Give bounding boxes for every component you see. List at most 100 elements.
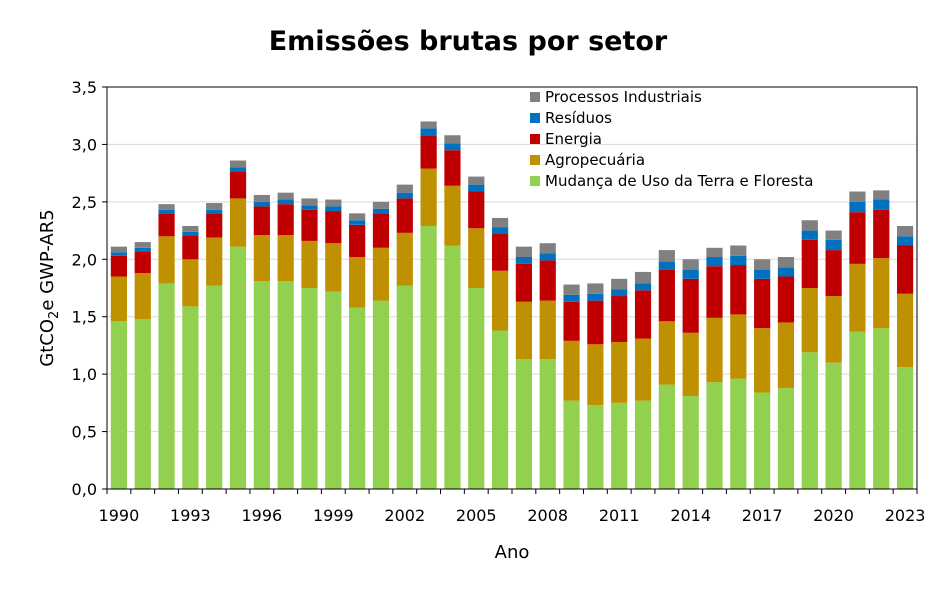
- bar-segment: [896, 225, 914, 237]
- bar-segment: [515, 256, 533, 264]
- bar-segment: [658, 321, 675, 385]
- bar-segment: [158, 204, 175, 210]
- bar-segment: [611, 341, 628, 403]
- bar-segment: [825, 230, 842, 240]
- bar-segment: [277, 199, 294, 205]
- bar-segment: [468, 288, 485, 489]
- bar-segment: [658, 269, 675, 322]
- bar-segment: [372, 300, 390, 489]
- bar-segment: [825, 239, 842, 251]
- x-tick-label: 1990: [99, 506, 140, 525]
- bar-segment: [134, 319, 151, 489]
- bar-segment: [515, 263, 533, 302]
- bar-segment: [634, 290, 652, 339]
- bar-segment: [134, 247, 151, 252]
- bar-segment: [706, 256, 723, 267]
- bar-segment: [730, 378, 747, 489]
- bar-segment: [206, 285, 223, 489]
- bar-segment: [777, 256, 795, 268]
- bar-segment: [396, 285, 413, 489]
- bar-segment: [349, 213, 366, 221]
- bar-segment: [468, 228, 485, 288]
- bar-segment: [801, 220, 818, 231]
- bar-segment: [563, 294, 580, 302]
- bar-segment: [110, 246, 128, 253]
- bar-segment: [611, 296, 628, 342]
- x-tick-label: 1999: [313, 506, 354, 525]
- bar-segment: [349, 220, 366, 225]
- bar-segment: [873, 328, 890, 489]
- bar-segment: [801, 239, 818, 288]
- bar-segment: [587, 405, 604, 489]
- bar-segment: [468, 191, 485, 229]
- bar-segment: [396, 184, 413, 193]
- bar-segment: [706, 317, 723, 383]
- bar-segment: [849, 201, 866, 213]
- bar-segment: [110, 255, 128, 277]
- legend-swatch: [530, 113, 540, 123]
- bar-segment: [587, 300, 604, 345]
- bar-segment: [372, 208, 390, 214]
- bar-segment: [611, 278, 628, 290]
- bar-segment: [253, 201, 270, 207]
- bar-segment: [587, 293, 604, 301]
- x-tick-label: 2002: [384, 506, 425, 525]
- bar-segment: [372, 213, 390, 248]
- bar-segment: [658, 384, 675, 489]
- bar-segment: [563, 400, 580, 489]
- bar-segment: [158, 283, 175, 489]
- bar-segment: [896, 245, 914, 294]
- bar-segment: [754, 269, 771, 279]
- bar-segment: [420, 135, 437, 169]
- bar-segment: [277, 281, 294, 489]
- bar-segment: [253, 206, 270, 236]
- bar-segment: [491, 234, 509, 271]
- bar-segment: [349, 256, 366, 308]
- y-axis-label-sub: 2: [47, 311, 62, 319]
- bar-segment: [754, 392, 771, 489]
- bar-segment: [206, 203, 223, 210]
- y-tick-label: 3,5: [72, 78, 97, 97]
- bar-segment: [849, 331, 866, 489]
- bar-segment: [896, 236, 914, 246]
- bar-segment: [801, 352, 818, 489]
- bar-segment: [777, 267, 795, 277]
- y-axis-label: GtCO2e GWP-AR5: [37, 209, 62, 366]
- bar-segment: [444, 143, 461, 151]
- bar-segment: [277, 192, 294, 200]
- bar-segment: [325, 291, 342, 489]
- legend-label: Energia: [545, 130, 602, 148]
- bar-segment: [325, 199, 342, 207]
- bar-segment: [682, 259, 699, 270]
- x-tick-label: 2008: [527, 506, 568, 525]
- bar-segment: [110, 252, 128, 256]
- bar-segment: [706, 247, 723, 257]
- bar-segment: [110, 276, 128, 322]
- bar-segment: [301, 288, 318, 489]
- bar-segment: [777, 387, 795, 489]
- bar-segment: [277, 204, 294, 236]
- bars: [110, 121, 914, 490]
- bar-segment: [396, 192, 413, 199]
- chart-title: Emissões brutas por setor: [269, 26, 668, 57]
- bar-segment: [134, 273, 151, 320]
- bar-segment: [825, 250, 842, 297]
- y-tick-label: 0,0: [72, 480, 97, 499]
- bar-segment: [372, 201, 390, 209]
- bar-segment: [206, 237, 223, 286]
- bar-segment: [658, 261, 675, 270]
- bar-segment: [539, 243, 556, 254]
- y-ticks: 0,0 0,5 1,0 1,5 2,0 2,5 3,0 3,5: [72, 78, 107, 499]
- bar-segment: [134, 242, 151, 248]
- axes: [106, 86, 918, 490]
- bar-segment: [634, 338, 652, 401]
- bar-segment: [801, 230, 818, 240]
- bar-segment: [301, 240, 318, 288]
- bar-segment: [444, 245, 461, 489]
- legend-label: Mudança de Uso da Terra e Floresta: [545, 172, 813, 190]
- bar-segment: [182, 235, 199, 260]
- bar-segment: [491, 217, 509, 228]
- bar-segment: [587, 283, 604, 294]
- bar-segment: [777, 276, 795, 323]
